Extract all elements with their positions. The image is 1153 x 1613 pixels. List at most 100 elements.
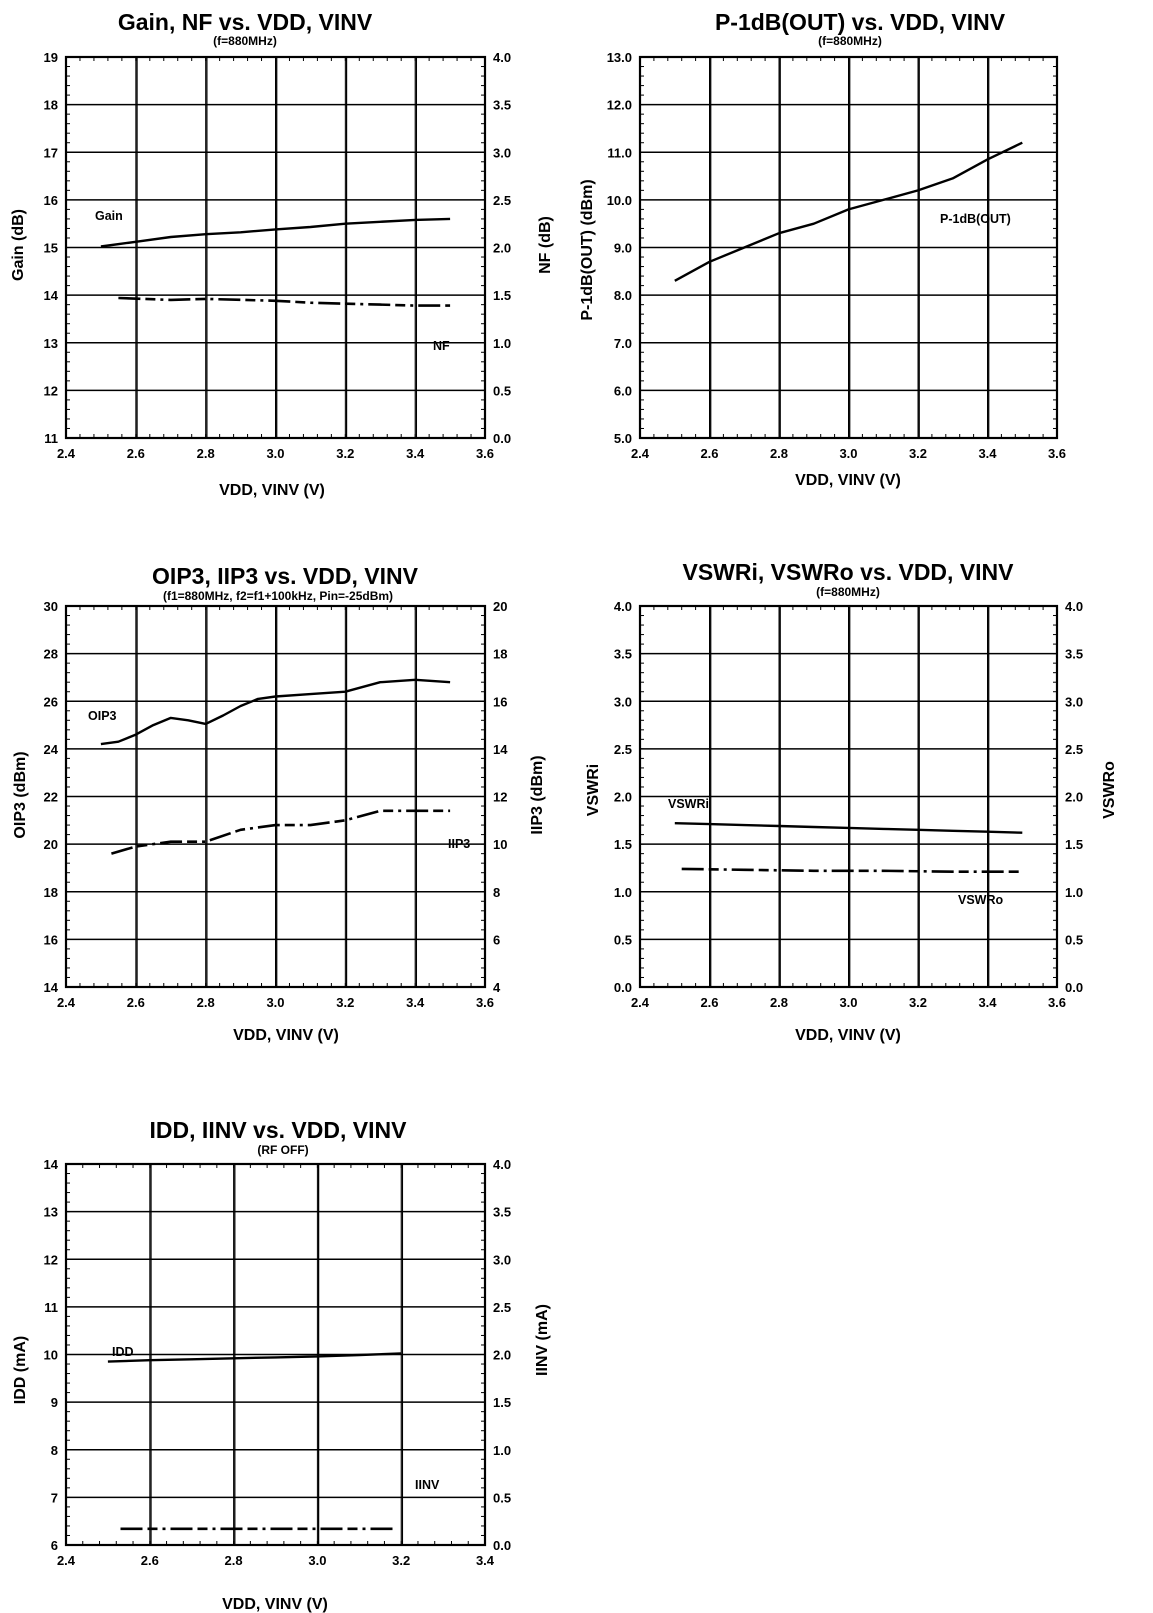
grid bbox=[638, 604, 1059, 989]
grid bbox=[64, 55, 487, 440]
x-tick-label: 2.8 bbox=[197, 446, 215, 461]
x-tick-label: 2.4 bbox=[631, 446, 650, 461]
y-tick-label: 11 bbox=[44, 1300, 58, 1315]
x-tick-label: 2.6 bbox=[700, 446, 718, 461]
y2-tick-label: 3.5 bbox=[493, 98, 511, 113]
series-line-p-1db-out bbox=[674, 141, 1023, 282]
y2-tick-label: 1.0 bbox=[493, 1443, 511, 1458]
y-axis-label: OIP3 (dBm) bbox=[12, 751, 29, 838]
x-tick-label: 3.0 bbox=[308, 1553, 326, 1568]
annotation-p1db: P-1dB(OUT) bbox=[940, 212, 1011, 226]
y2-tick-label: 3.5 bbox=[1065, 647, 1083, 662]
x-tick-label: 3.6 bbox=[1048, 446, 1066, 461]
plot-frame bbox=[64, 604, 487, 989]
y-tick-label: 30 bbox=[44, 599, 58, 614]
y-tick-label: 14 bbox=[44, 1157, 59, 1172]
y-tick-label: 6.0 bbox=[614, 383, 632, 398]
x-tick-label: 2.8 bbox=[770, 995, 788, 1010]
y-axis-label: P-1dB(OUT) (dBm) bbox=[579, 179, 596, 320]
series-line-vswro bbox=[681, 867, 1023, 874]
y-tick-label: 13 bbox=[44, 336, 58, 351]
y-tick-label: 6 bbox=[51, 1538, 58, 1553]
y-tick-label: 7 bbox=[51, 1490, 58, 1505]
y-tick-label: 4.0 bbox=[614, 599, 632, 614]
plot-frame bbox=[638, 604, 1059, 989]
y-tick-label: 11 bbox=[44, 431, 58, 446]
x-tick-label: 2.8 bbox=[197, 995, 215, 1010]
y2-tick-label: 14 bbox=[493, 742, 508, 757]
y2-tick-label: 1.5 bbox=[493, 288, 511, 303]
annotation-iinv: IINV bbox=[415, 1478, 440, 1492]
y2-tick-label: 6 bbox=[493, 932, 500, 947]
chart-oip3-iip3: OIP3, IIP3 vs. VDD, VINV (f1=880MHz, f2=… bbox=[12, 563, 546, 1044]
x-axis-label: VDD, VINV (V) bbox=[795, 472, 901, 489]
y2-tick-label: 3.0 bbox=[493, 145, 511, 160]
series-line-iip3 bbox=[111, 809, 451, 855]
y2-tick-label: 1.5 bbox=[1065, 837, 1083, 852]
x-tick-label: 3.0 bbox=[839, 446, 857, 461]
y-tick-label: 28 bbox=[44, 647, 58, 662]
x-tick-label: 3.2 bbox=[336, 995, 354, 1010]
y2-tick-label: 2.0 bbox=[493, 241, 511, 256]
x-tick-label: 3.2 bbox=[392, 1553, 410, 1568]
y-tick-label: 3.0 bbox=[614, 694, 632, 709]
annotation-vswro: VSWRo bbox=[958, 893, 1004, 907]
x-axis-label: VDD, VINV (V) bbox=[222, 1596, 328, 1613]
annotation-idd: IDD bbox=[112, 1345, 134, 1359]
chart-title: IDD, IINV vs. VDD, VINV bbox=[150, 1117, 408, 1143]
chart-p1db: P-1dB(OUT) vs. VDD, VINV (f=880MHz) P-1d… bbox=[579, 9, 1066, 489]
y2-tick-label: 4.0 bbox=[493, 50, 511, 65]
chart-title: VSWRi, VSWRo vs. VDD, VINV bbox=[683, 559, 1015, 585]
chart-subtitle: (f1=880MHz, f2=f1+100kHz, Pin=-25dBm) bbox=[163, 589, 393, 603]
y-tick-label: 1.5 bbox=[614, 837, 632, 852]
y-tick-label: 14 bbox=[44, 288, 59, 303]
y-tick-label: 26 bbox=[44, 694, 58, 709]
x-tick-label: 3.6 bbox=[476, 995, 494, 1010]
y-tick-label: 20 bbox=[44, 837, 58, 852]
y-tick-label: 9 bbox=[51, 1395, 58, 1410]
plot-frame bbox=[638, 55, 1059, 440]
y2-tick-label: 1.0 bbox=[1065, 885, 1083, 900]
chart-title: Gain, NF vs. VDD, VINV bbox=[118, 9, 373, 35]
series-line-oip3 bbox=[100, 678, 451, 746]
y-tick-label: 13 bbox=[44, 1205, 58, 1220]
chart-title: P-1dB(OUT) vs. VDD, VINV bbox=[715, 9, 1006, 35]
y-tick-label: 0.5 bbox=[614, 932, 632, 947]
y2-tick-label: 0.0 bbox=[1065, 980, 1083, 995]
y-tick-label: 12 bbox=[44, 1252, 58, 1267]
y-tick-label: 8.0 bbox=[614, 288, 632, 303]
x-tick-label: 3.4 bbox=[406, 995, 425, 1010]
annotation-gain: Gain bbox=[95, 209, 123, 223]
x-tick-label: 3.0 bbox=[839, 995, 857, 1010]
y2-tick-label: 1.0 bbox=[493, 336, 511, 351]
y2-tick-label: 20 bbox=[493, 599, 507, 614]
chart-title: OIP3, IIP3 vs. VDD, VINV bbox=[152, 563, 419, 589]
y-tick-label: 11.0 bbox=[607, 145, 632, 160]
y2-axis-label: IIP3 (dBm) bbox=[529, 755, 546, 834]
series-line-idd bbox=[107, 1352, 402, 1363]
chart-subtitle: (f=880MHz) bbox=[213, 34, 277, 48]
chart-subtitle: (f=880MHz) bbox=[816, 585, 880, 599]
y-tick-label: 14 bbox=[44, 980, 59, 995]
y2-tick-label: 2.5 bbox=[493, 193, 511, 208]
x-tick-label: 3.0 bbox=[266, 995, 284, 1010]
annotation-oip3: OIP3 bbox=[88, 709, 117, 723]
x-tick-label: 2.6 bbox=[700, 995, 718, 1010]
annotation-iip3: IIP3 bbox=[448, 837, 470, 851]
y-axis-label: Gain (dB) bbox=[10, 209, 27, 281]
y2-tick-label: 1.5 bbox=[493, 1395, 511, 1410]
y2-tick-label: 10 bbox=[493, 837, 507, 852]
y2-axis-label: VSWRo bbox=[1101, 761, 1118, 819]
y2-tick-label: 0.5 bbox=[1065, 932, 1083, 947]
y2-tick-label: 0.0 bbox=[493, 1538, 511, 1553]
x-tick-label: 2.8 bbox=[770, 446, 788, 461]
y-tick-label: 16 bbox=[44, 932, 58, 947]
chart-gain-nf: Gain, NF vs. VDD, VINV (f=880MHz) Gain (… bbox=[10, 9, 554, 499]
y2-tick-label: 4.0 bbox=[1065, 599, 1083, 614]
y2-tick-label: 0.5 bbox=[493, 1490, 511, 1505]
x-axis-label: VDD, VINV (V) bbox=[795, 1027, 901, 1044]
y2-tick-label: 2.0 bbox=[1065, 790, 1083, 805]
series-line-gain bbox=[100, 217, 451, 248]
x-tick-label: 3.6 bbox=[1048, 995, 1066, 1010]
x-tick-label: 2.8 bbox=[225, 1553, 243, 1568]
